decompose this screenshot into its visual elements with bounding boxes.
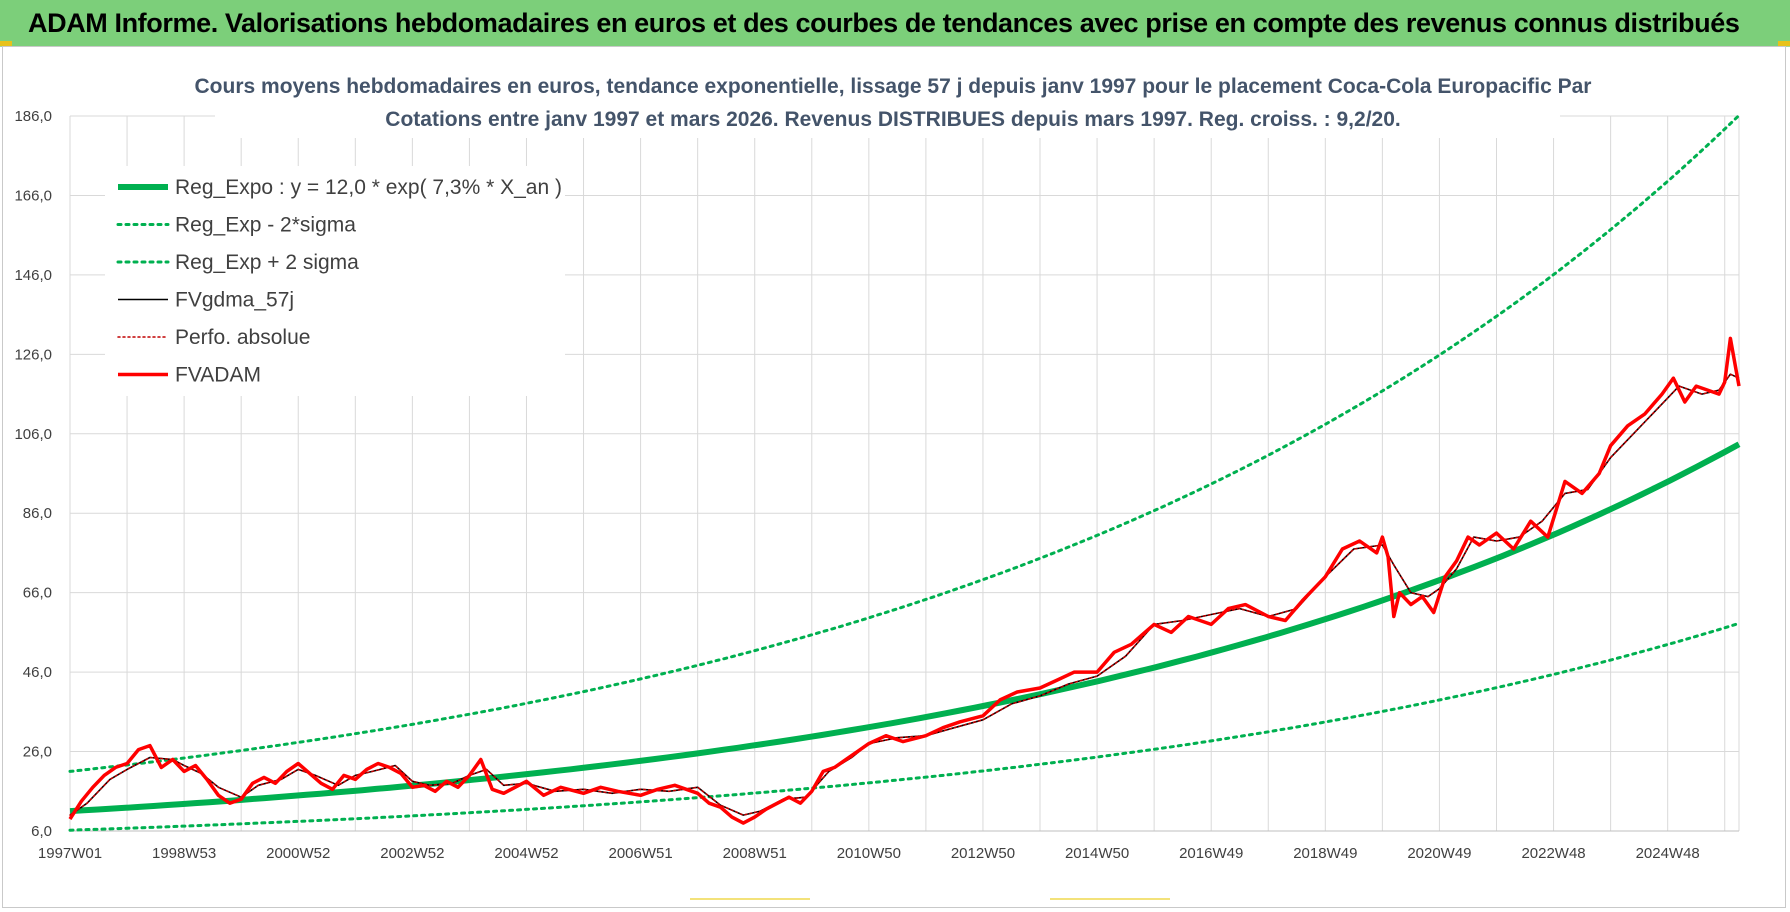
y-tick-label: 26,0 (23, 744, 52, 761)
y-tick-label: 166,0 (14, 187, 52, 204)
y-tick-label: 106,0 (14, 426, 52, 443)
legend-background (105, 166, 565, 396)
legend-label-4: Perfo. absolue (175, 326, 310, 349)
legend-label-5: FVADAM (175, 364, 261, 387)
x-tick-label: 2020W49 (1407, 845, 1471, 862)
x-tick-label: 2016W49 (1179, 845, 1243, 862)
chart-title-line1: Cours moyens hebdomadaires en euros, ten… (195, 75, 1592, 98)
x-tick-label: 2008W51 (723, 845, 787, 862)
series-line-1 (68, 621, 1741, 832)
legend-label-0: Reg_Expo : y = 12,0 * exp( 7,3% * X_an ) (175, 176, 562, 199)
legend-label-3: FVgdma_57j (175, 289, 294, 312)
x-tick-label: 2022W48 (1521, 845, 1585, 862)
x-tick-label: 2002W52 (380, 845, 444, 862)
y-tick-label: 126,0 (14, 346, 52, 363)
series-line-3 (69, 373, 1740, 816)
x-tick-label: 1998W53 (152, 845, 216, 862)
x-tick-label: 2006W51 (608, 845, 672, 862)
grid-lines (69, 115, 1740, 832)
x-tick-label: 2010W50 (837, 845, 901, 862)
x-tick-label: 2014W50 (1065, 845, 1129, 862)
x-tick-label: 2004W52 (494, 845, 558, 862)
x-tick-label: 2018W49 (1293, 845, 1357, 862)
x-tick-label: 2012W50 (951, 845, 1015, 862)
decor-line-1 (690, 898, 810, 900)
y-tick-label: 186,0 (14, 108, 52, 125)
legend-label-1: Reg_Exp - 2*sigma (175, 214, 356, 237)
chart-title-background (215, 68, 1560, 138)
corner-marker-right (1778, 41, 1790, 46)
y-axis-ticks: 6,0 26,0 46,0 66,0 86,0 106,0 126,0 146,0 166,0 1… (14, 108, 52, 840)
corner-marker-left (0, 41, 12, 46)
y-tick-label: 86,0 (23, 505, 52, 522)
chart-title-line2: Cotations entre janv 1997 et mars 2026. … (385, 108, 1400, 131)
y-tick-label: 66,0 (23, 585, 52, 602)
x-tick-label: 1997W01 (38, 845, 102, 862)
x-axis-ticks: 1997W01 1998W53 2000W52 2002W52 2004W52 2006W… (38, 845, 1700, 862)
series-line-0 (69, 441, 1741, 815)
y-tick-label: 46,0 (23, 664, 52, 681)
y-tick-label: 146,0 (14, 267, 52, 284)
chart-frame (2, 46, 1786, 908)
report-title: ADAM Informe. Valorisations hebdomadaire… (28, 8, 1740, 38)
x-tick-label: 2024W48 (1636, 845, 1700, 862)
decor-line-2 (1050, 898, 1170, 900)
series-group (68, 113, 1741, 832)
series-line-5 (68, 336, 1741, 825)
report-banner: ADAM Informe. Valorisations hebdomadaire… (0, 0, 1790, 47)
series-line-4 (69, 373, 1740, 816)
y-tick-label: 6,0 (31, 823, 52, 840)
legend: Reg_Expo : y = 12,0 * exp( 7,3% * X_an )… (116, 176, 562, 387)
x-tick-label: 2000W52 (266, 845, 330, 862)
legend-label-2: Reg_Exp + 2 sigma (175, 251, 359, 274)
series-line-2 (68, 113, 1741, 773)
